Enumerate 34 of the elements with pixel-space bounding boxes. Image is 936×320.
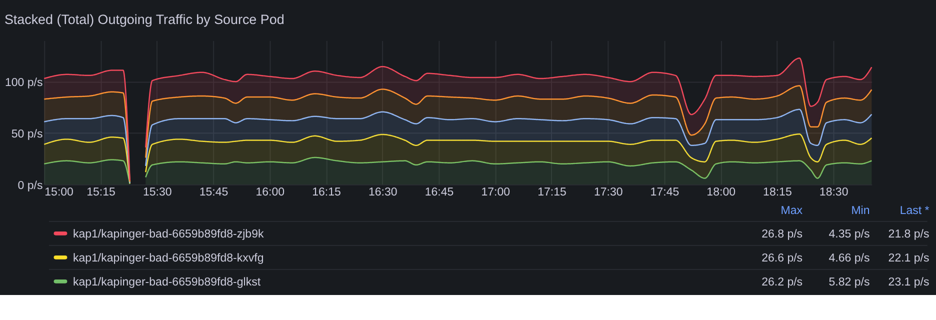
legend-label: kap1/kapinger-bad-6659b89fd8-kxvfg [72,252,264,264]
text: Min [851,205,870,218]
text: 26.2 p/s [762,276,803,288]
x-tick-label: 18:30 [819,186,848,198]
text: 23.1 p/s [888,276,930,288]
x-tick-label: 17:15 [538,186,566,198]
legend-label: kap1/kapinger-bad-6659b89fd8-zjb9k [72,228,264,240]
x-tick-label: 15:30 [142,186,172,198]
y-tick-label: 100 p/s [4,76,43,89]
x-tick-label: 16:30 [368,186,398,198]
text: 26.6 p/s [762,252,803,264]
x-tick-label: 17:45 [650,186,680,198]
x-tick-label: 18:15 [763,186,792,198]
text: 5.82 p/s [828,276,870,288]
text: 4.35 p/s [828,228,870,240]
x-tick-label: 17:30 [594,186,623,198]
text: 4.66 p/s [828,252,870,264]
legend-label: kap1/kapinger-bad-6659b89fd8-glkst [72,276,262,288]
text: 21.8 p/s [888,228,930,240]
x-tick-label: 15:15 [86,186,116,198]
text: 26.8 p/s [762,228,803,240]
x-tick-label: 17:00 [481,186,510,198]
x-tick-label: 15:45 [199,186,228,198]
text: Max [780,205,803,218]
x-tick-label: 18:00 [706,186,736,198]
x-tick-label: 16:45 [424,186,454,198]
chart-title: Stacked (Total) Outgoing Traffic by Source Pod [4,12,284,28]
y-tick-label: 0 p/s [18,180,43,192]
x-tick-label: 16:00 [256,186,285,198]
y-tick-label: 50 p/s [11,128,43,140]
x-tick-label: 15:00 [44,186,74,198]
x-tick-label: 16:15 [312,186,341,198]
text: Last * [900,205,930,218]
text: 22.1 p/s [888,252,930,264]
